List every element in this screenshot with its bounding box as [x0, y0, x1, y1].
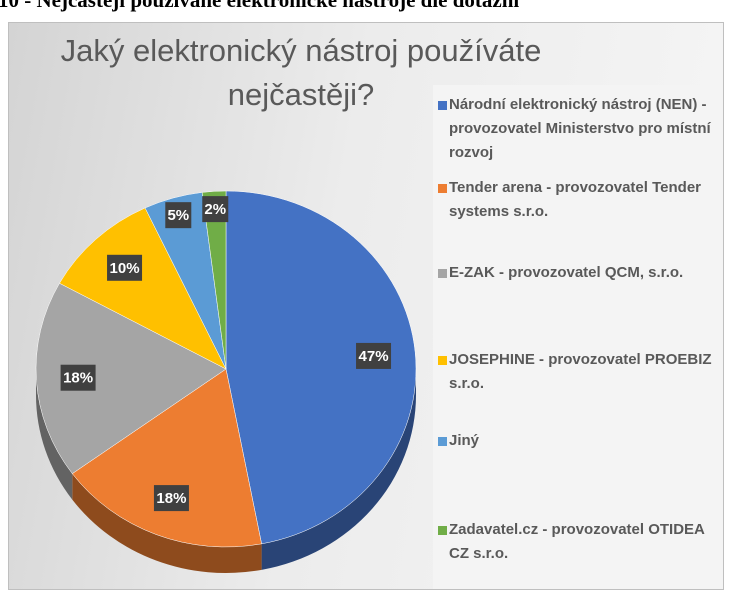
legend-entry: Tender arena - provozovatel Tender syste…	[438, 176, 719, 224]
slice	[71, 368, 262, 548]
data-label: 2%	[202, 196, 229, 223]
value-label: 18%	[156, 490, 186, 507]
legend-panel	[433, 85, 723, 589]
value-label: 2%	[204, 201, 226, 218]
data-label: 47%	[356, 342, 392, 369]
legend-swatch	[438, 437, 447, 446]
value-label: 47%	[359, 348, 389, 365]
legend-swatch	[438, 526, 447, 535]
legend-entry: JOSEPHINE - provozovatel PROEBIZ s.r.o.	[438, 348, 719, 396]
legend-entry: Národní elektronický nástroj (NEN) - pro…	[438, 93, 719, 165]
legend-swatch	[438, 184, 447, 193]
value-label: 5%	[167, 207, 189, 224]
legend-swatch	[438, 269, 447, 278]
label-box	[165, 202, 192, 229]
legend-swatch	[438, 101, 447, 110]
slice-side	[261, 369, 416, 570]
legend-entry: Zadavatel.cz - provozovatel OTIDEA CZ s.…	[438, 518, 719, 566]
caption: 10 - Nejčastěji používané elektronické n…	[0, 0, 520, 12]
label-box	[153, 485, 189, 512]
legend-label: E-ZAK - provozovatel QCM, s.r.o.	[449, 264, 684, 281]
value-label: 18%	[63, 370, 93, 387]
label-box	[60, 364, 96, 391]
value-label: 10%	[110, 260, 140, 277]
data-label: 18%	[60, 364, 96, 391]
slice	[201, 190, 227, 370]
legend-label: Jiný	[449, 432, 480, 449]
legend-label: Zadavatel.cz - provozovatel OTIDEA CZ s.…	[449, 521, 705, 562]
label-box	[356, 342, 392, 369]
label-box	[202, 196, 229, 223]
data-label: 18%	[153, 485, 189, 512]
legend-label: Národní elektronický nástroj (NEN) - pro…	[449, 96, 711, 161]
chart: Jaký elektronický nástroj používáte nejč…	[8, 22, 724, 590]
slice-side	[72, 473, 262, 573]
legend-entry: Jiný	[438, 429, 719, 453]
legend-label: Tender arena - provozovatel Tender syste…	[449, 179, 702, 220]
data-label: 10%	[107, 254, 143, 281]
slice	[35, 282, 227, 474]
chart-title: Jaký elektronický nástroj používáte nejč…	[60, 33, 542, 112]
slice	[59, 207, 227, 370]
legend-swatch	[438, 356, 447, 365]
slice	[225, 190, 417, 545]
legend-label: JOSEPHINE - provozovatel PROEBIZ s.r.o.	[449, 351, 712, 392]
pie: 47% 18% 18% 10% 5% 2%	[35, 190, 417, 573]
legend-entry: E-ZAK - provozovatel QCM, s.r.o.	[438, 261, 719, 285]
label-box	[107, 254, 143, 281]
data-label: 5%	[165, 202, 192, 229]
slice-side	[36, 369, 73, 500]
